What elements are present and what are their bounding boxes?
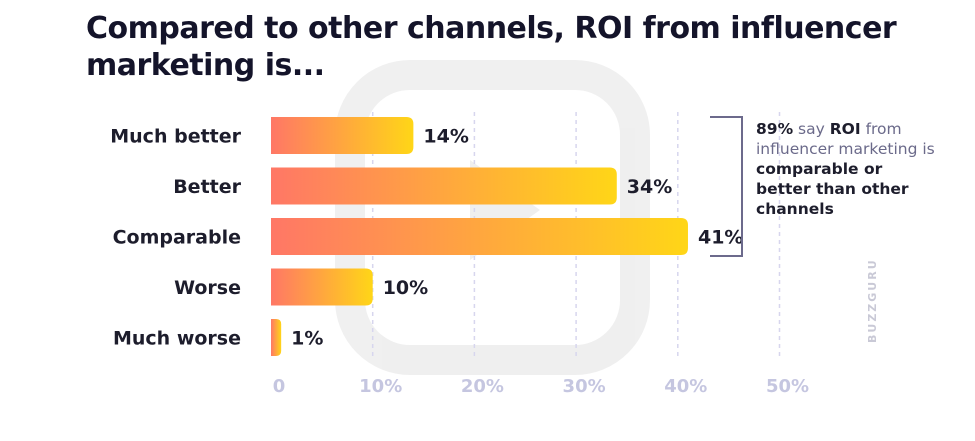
- category-label: Worse: [174, 277, 241, 299]
- annotation-pct: 89%: [756, 120, 794, 138]
- bar: [271, 319, 282, 356]
- bar: [271, 117, 414, 154]
- category-label: Better: [173, 176, 241, 198]
- x-tick-label: 10%: [359, 376, 402, 397]
- bar: [271, 218, 688, 255]
- category-label: Much better: [110, 126, 241, 148]
- annotation-roi: ROI: [829, 120, 861, 138]
- bar: [271, 167, 617, 205]
- x-tick-label: 0: [273, 376, 286, 397]
- x-tick-label: 20%: [461, 376, 504, 397]
- value-label: 1%: [291, 328, 323, 350]
- chart-title: Compared to other channels, ROI from inf…: [86, 11, 897, 83]
- x-tick-label: 40%: [664, 376, 707, 397]
- value-label: 34%: [627, 176, 672, 198]
- bars: [271, 117, 688, 356]
- value-label: 41%: [698, 227, 743, 249]
- value-label: 10%: [383, 277, 428, 299]
- value-label: 14%: [423, 126, 468, 148]
- brand-watermark: BUZZGURU: [866, 258, 879, 343]
- annotation-line-b: comparable or better than other channels: [756, 160, 909, 218]
- annotation-bracket: [710, 116, 743, 257]
- x-tick-label: 50%: [766, 376, 809, 397]
- annotation-text: 89% say ROI from influencer marketing is…: [756, 119, 936, 219]
- annotation-line-a: from influencer marketing is: [756, 120, 935, 158]
- labels: 0 10% 20% 30% 40% 50% Much better 14% Better 34% C…: [110, 126, 809, 398]
- category-label: Comparable: [113, 227, 241, 249]
- bar: [271, 268, 373, 306]
- category-label: Much worse: [113, 328, 241, 350]
- x-tick-label: 30%: [563, 376, 606, 397]
- annotation-say: say: [798, 120, 825, 138]
